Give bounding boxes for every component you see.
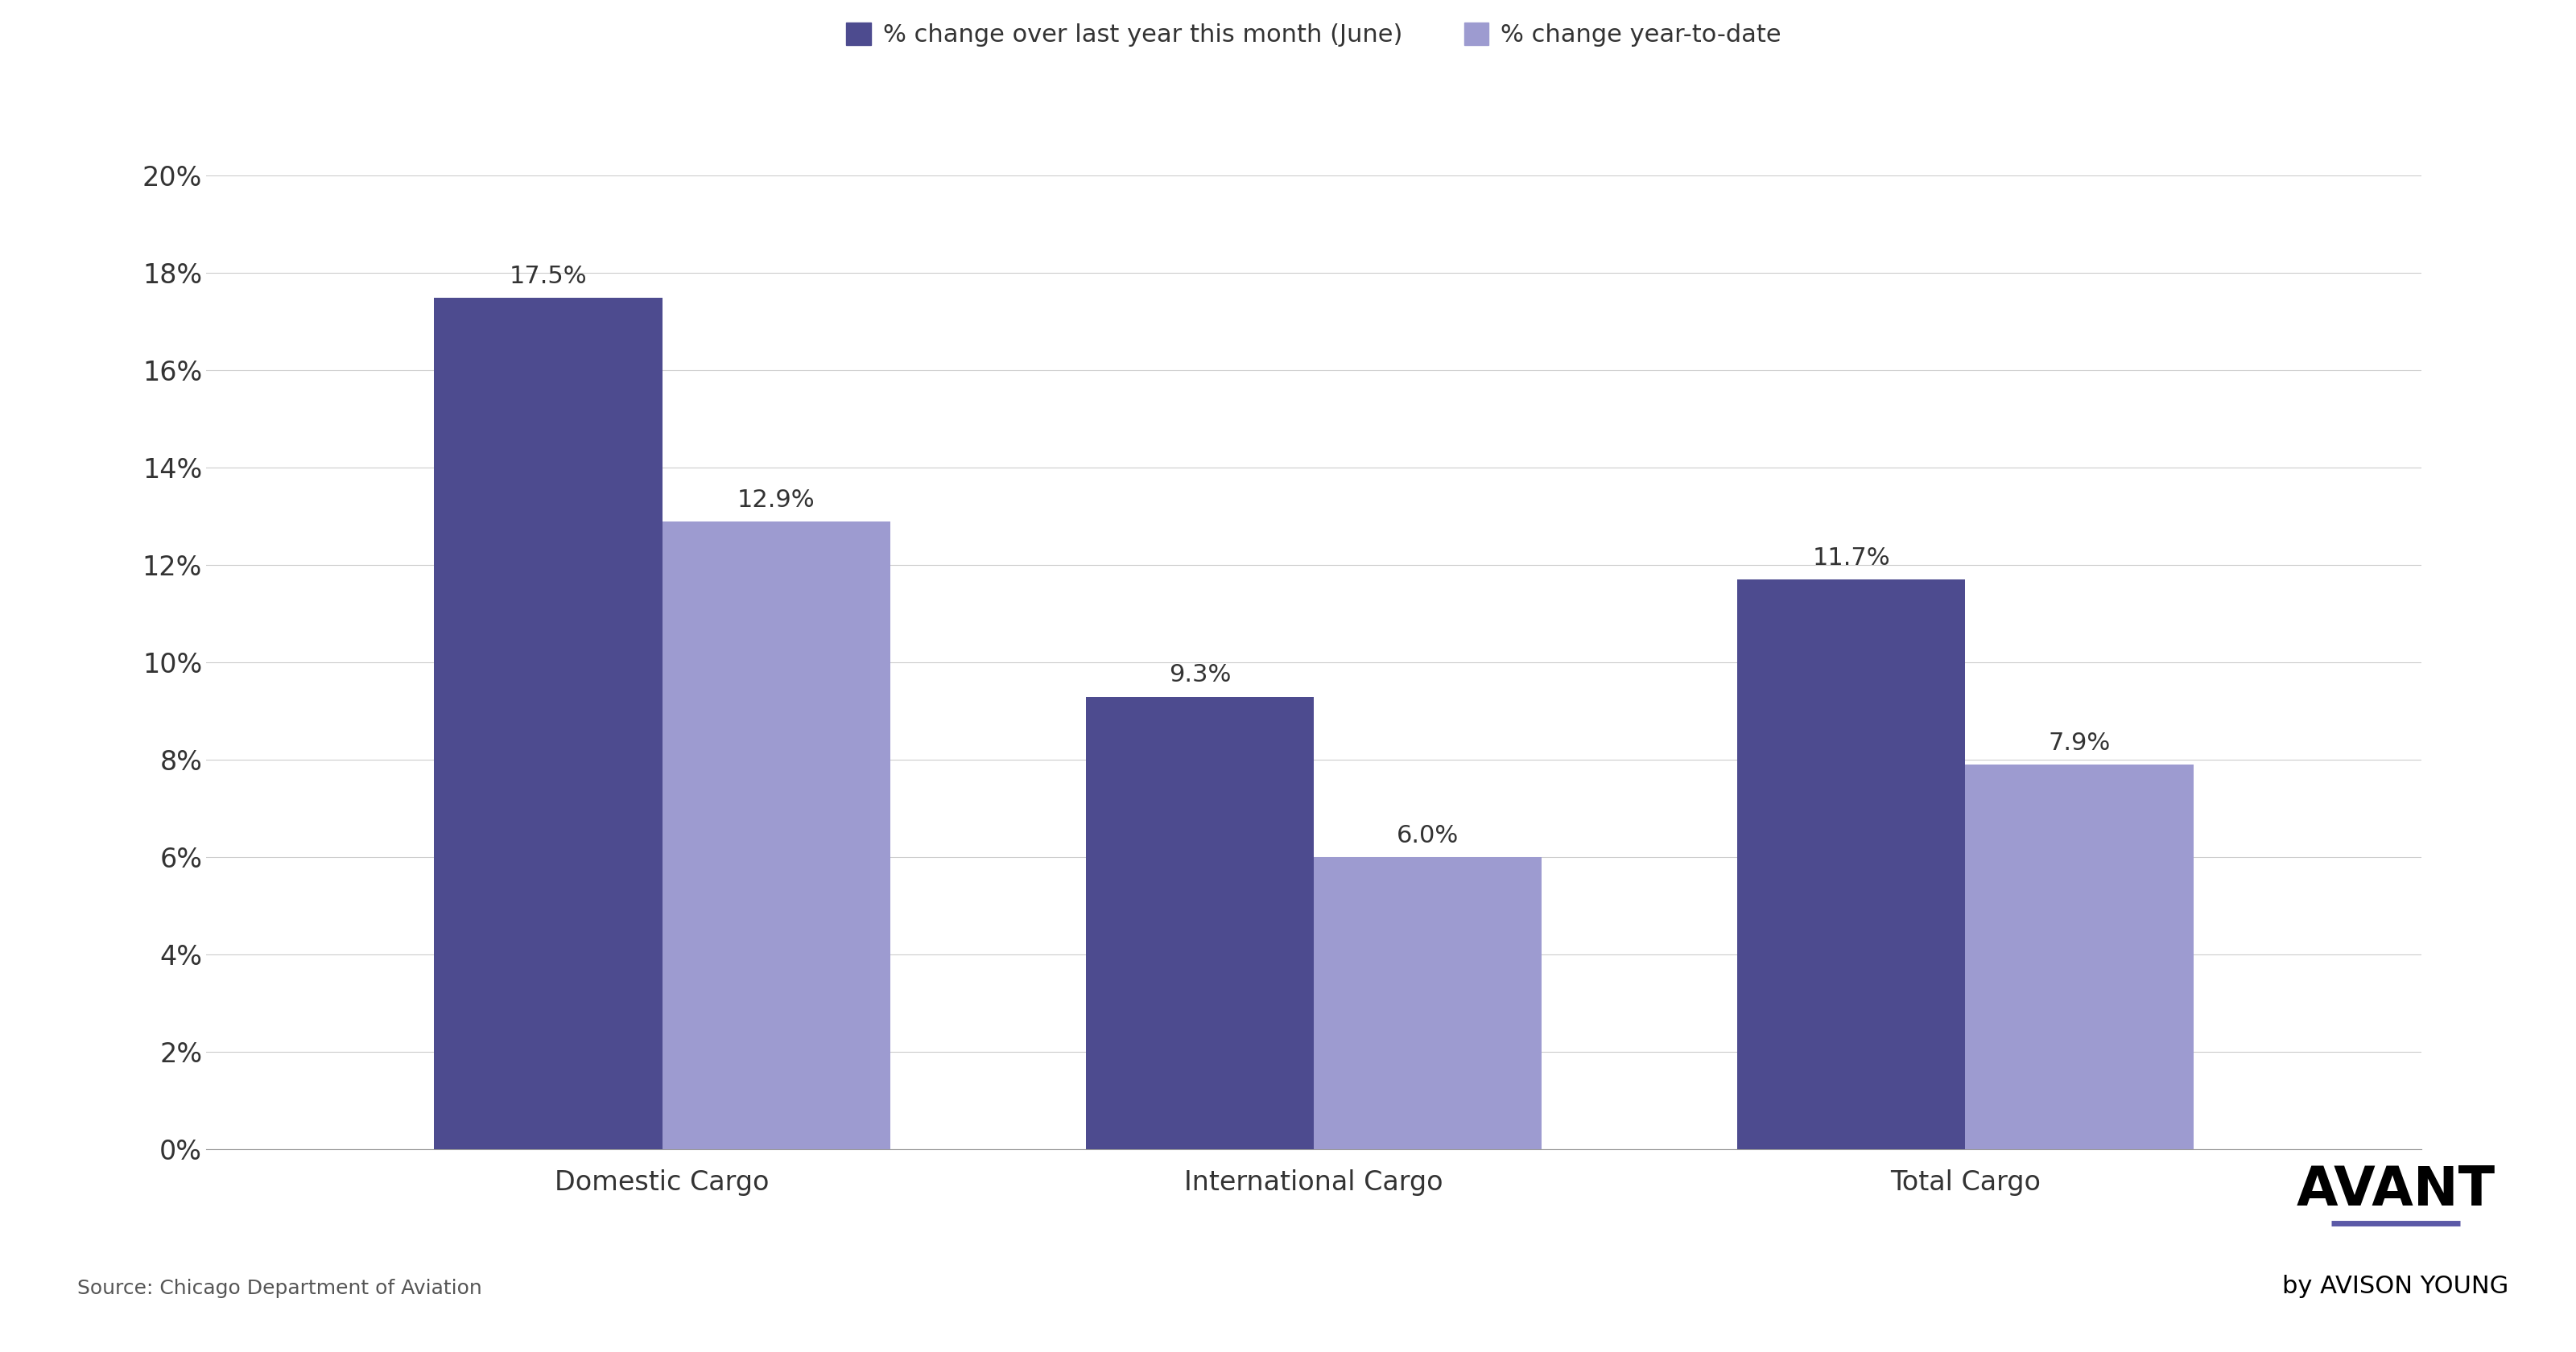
Text: AVANT: AVANT: [2295, 1164, 2496, 1217]
Text: 9.3%: 9.3%: [1170, 664, 1231, 687]
Text: 6.0%: 6.0%: [1396, 825, 1458, 848]
Text: 11.7%: 11.7%: [1814, 546, 1891, 571]
Text: 7.9%: 7.9%: [2048, 731, 2110, 754]
Bar: [662, 522, 891, 1149]
Text: by AVISON YOUNG: by AVISON YOUNG: [2282, 1275, 2509, 1298]
Text: 12.9%: 12.9%: [737, 488, 814, 511]
Bar: [1084, 696, 1314, 1149]
Bar: [435, 297, 662, 1149]
Bar: [1965, 765, 2192, 1149]
Bar: [1314, 857, 1543, 1149]
Text: 17.5%: 17.5%: [510, 265, 587, 288]
Legend: % change over last year this month (June), % change year-to-date: % change over last year this month (June…: [837, 12, 1790, 57]
Text: Source: Chicago Department of Aviation: Source: Chicago Department of Aviation: [77, 1279, 482, 1298]
Bar: [1736, 580, 1965, 1149]
